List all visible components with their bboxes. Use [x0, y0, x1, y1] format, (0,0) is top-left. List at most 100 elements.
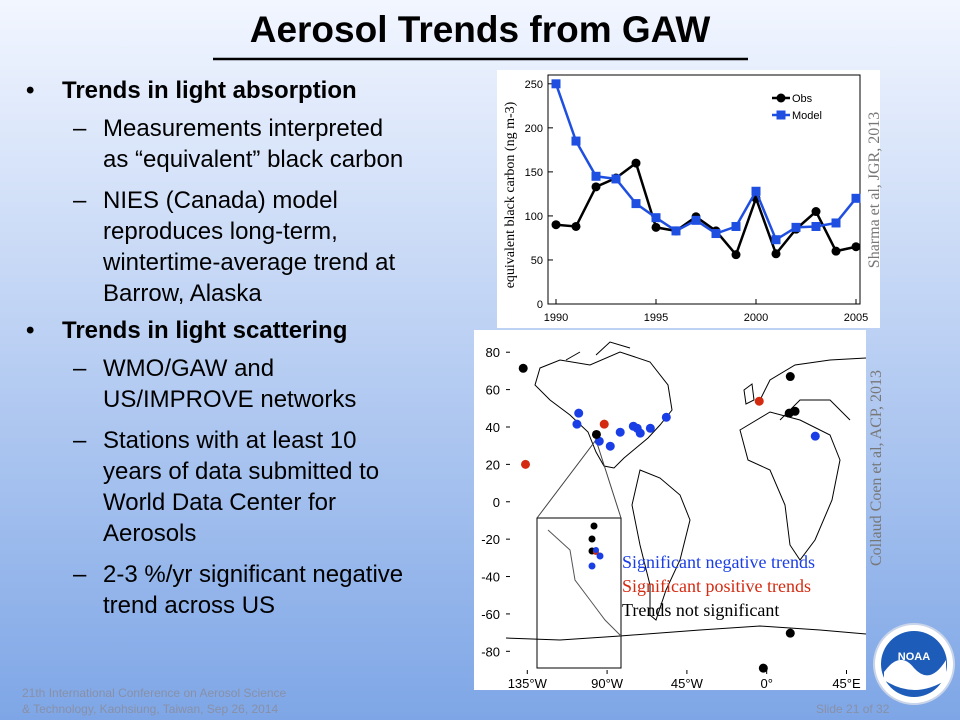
bullet-list: • Trends in light absorption– Measurements… [26, 77, 403, 619]
obs-marker [651, 222, 661, 232]
citation: Collaud Coen et al, ACP, 2013 [868, 370, 885, 566]
sub-dash: – [73, 427, 87, 454]
citation: Sharma et al, JGR, 2013 [866, 112, 883, 268]
station [572, 419, 582, 429]
sub-text: NIES (Canada) model [103, 187, 338, 214]
station [645, 423, 655, 433]
model-marker [791, 222, 801, 232]
bullet-dot: • [26, 317, 34, 344]
y-tick-label: 50 [531, 255, 543, 267]
legend-marker [776, 110, 786, 120]
legend-label: Model [792, 110, 822, 122]
x-tick-label: 45°W [671, 676, 704, 691]
y-tick-label: 0 [537, 299, 543, 311]
station [754, 396, 764, 406]
chart-panel [497, 70, 880, 328]
station [518, 363, 528, 373]
model-marker [611, 174, 621, 184]
station [591, 429, 601, 439]
logo-text: NOAA [898, 651, 930, 663]
model-marker [651, 213, 661, 223]
station [632, 423, 642, 433]
station [605, 441, 615, 451]
model-marker [811, 221, 821, 231]
station [594, 436, 604, 446]
y-tick-label: 200 [525, 123, 543, 135]
obs-marker [831, 246, 841, 256]
station [615, 427, 625, 437]
sub-text: trend across US [103, 592, 275, 619]
x-tick-label: 90°W [591, 676, 624, 691]
map-panel [474, 330, 866, 690]
sub-text: years of data submitted to [103, 458, 379, 485]
y-tick-label: 0 [493, 495, 500, 510]
y-axis-label: equivalent black carbon (ng m-3) [503, 101, 518, 288]
sub-text: as “equivalent” black carbon [103, 146, 403, 173]
y-tick-label: 100 [525, 211, 543, 223]
model-marker [711, 229, 721, 239]
model-marker [591, 171, 601, 181]
y-tick-label: -80 [481, 644, 500, 659]
sub-text: wintertime-average trend at [102, 249, 395, 276]
model-marker [831, 218, 841, 228]
model-marker [751, 186, 761, 196]
sub-text: WMO/GAW and [103, 355, 274, 382]
sub-text: Stations with at least 10 [103, 427, 356, 454]
y-tick-label: -40 [481, 570, 500, 585]
bullet-text: Trends in light absorption [62, 77, 357, 104]
model-marker [771, 235, 781, 245]
coastlines [505, 341, 867, 669]
model-marker [851, 193, 861, 203]
plot-frame [547, 74, 861, 305]
y-tick-label: -60 [481, 607, 500, 622]
series-line [555, 161, 857, 258]
station [810, 431, 820, 441]
x-tick-label: 135°W [508, 676, 548, 691]
station [758, 663, 768, 673]
station [661, 412, 671, 422]
sub-dash: – [73, 355, 87, 382]
model-marker [671, 226, 681, 236]
x-tick-label: 2005 [844, 312, 868, 324]
model-marker [631, 199, 641, 209]
model-marker [691, 215, 701, 225]
y-tick-label: 20 [486, 457, 500, 472]
legend-label: Significant negative trends [622, 552, 815, 572]
sub-text: Aerosols [103, 520, 196, 547]
y-tick-label: 80 [486, 345, 500, 360]
x-tick-label: 1995 [644, 312, 668, 324]
x-tick-label: 0° [760, 676, 772, 691]
station [785, 628, 795, 638]
y-tick-label: 40 [486, 420, 500, 435]
legend-label: Trends not significant [622, 600, 779, 620]
sub-text: 2-3 %/yr significant negative [103, 561, 403, 588]
obs-marker [551, 220, 561, 230]
footer-conference: 21th International Conference on Aerosol… [22, 686, 287, 700]
y-tick-label: 150 [525, 167, 543, 179]
model-marker [731, 221, 741, 231]
y-tick-label: 60 [486, 383, 500, 398]
noaa-logo: NOAA [873, 623, 955, 705]
footer-conference: & Technology, Kaohsiung, Taiwan, Sep 26,… [22, 702, 279, 716]
model-marker [551, 79, 561, 89]
x-tick-label: 1990 [544, 312, 568, 324]
legend-label: Significant positive trends [622, 576, 811, 596]
sub-text: reproduces long-term, [103, 218, 338, 245]
sub-text: US/IMPROVE networks [103, 386, 356, 413]
bullet-dot: • [26, 77, 34, 104]
station [790, 406, 800, 416]
slide-title: Aerosol Trends from GAW [250, 9, 711, 50]
sub-dash: – [73, 187, 87, 214]
legend-label: Obs [792, 93, 813, 105]
obs-marker [591, 182, 601, 192]
inset-dots [588, 522, 604, 570]
sub-dash: – [73, 561, 87, 588]
sub-dash: – [73, 115, 87, 142]
x-tick-label: 45°E [832, 676, 861, 691]
model-marker [571, 136, 581, 146]
obs-marker [571, 221, 581, 231]
obs-marker [631, 158, 641, 168]
station [521, 459, 531, 469]
